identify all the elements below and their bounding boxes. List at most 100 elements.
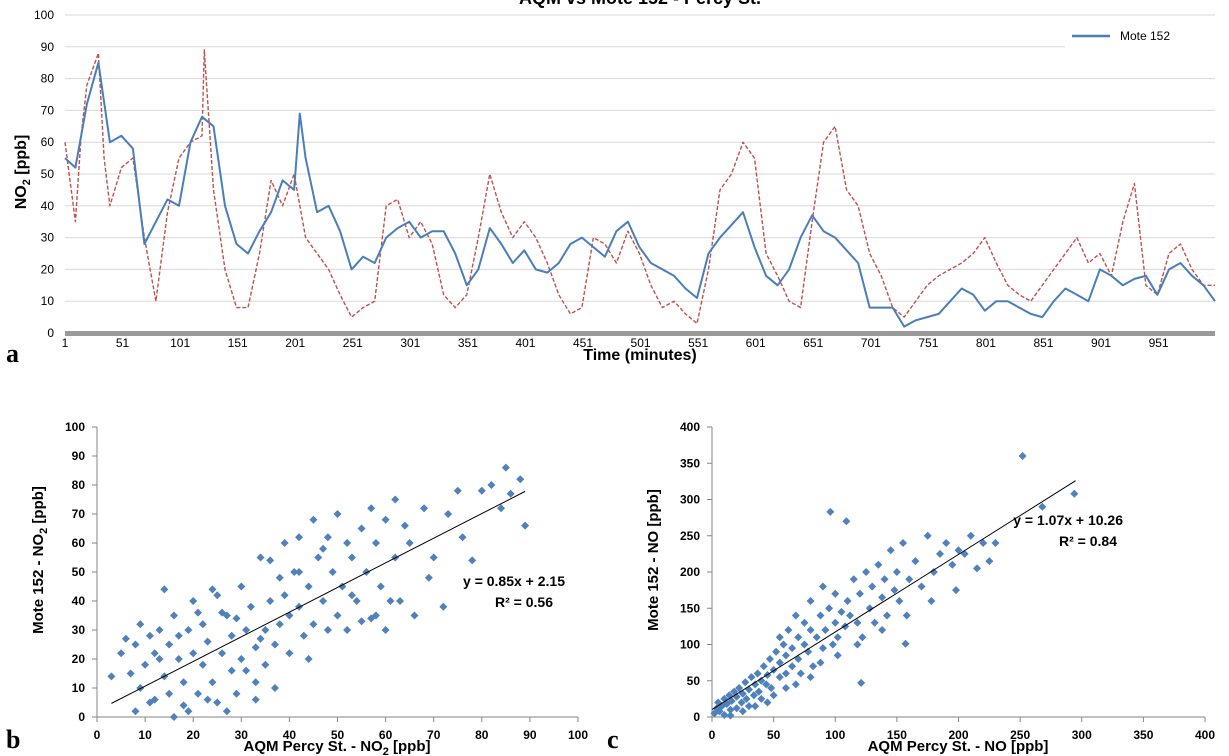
scatter-point [890,586,899,595]
chart-a-y-axis-title: NO2 [ppb] [13,135,33,210]
scatter-point [826,507,835,516]
scatter-point [751,680,760,689]
scatter-point [444,510,453,518]
y-tick-label: 90 [41,40,55,54]
scatter-point [232,689,241,698]
scatter-point [453,486,462,495]
scatter-point [720,710,729,719]
scatter-point [184,626,193,634]
scatter-point [189,649,198,658]
chart-b-equation: y = 0.85x + 2.15 [463,573,565,589]
scatter-point [929,568,938,576]
scatter-point [837,607,846,616]
y-tick-label: 70 [72,507,86,521]
scatter-point [853,618,862,627]
scatter-point [261,660,270,669]
scatter-point [874,560,883,569]
chart-c-trendline [711,480,1076,710]
scatter-point [323,626,332,634]
scatter-point [781,669,790,678]
y-tick-label: 40 [72,594,86,608]
scatter-point [396,597,405,605]
scatter-point [184,707,193,716]
y-tick-label: 100 [34,8,54,22]
x-tick-label: 60 [379,728,393,742]
y-tick-label: 30 [41,231,55,245]
y-tick-label: 100 [680,638,700,652]
scatter-point [203,695,212,704]
scatter-point [391,495,400,504]
scatter-point [732,692,741,701]
scatter-point [270,684,279,692]
x-tick-label: 200 [948,728,968,742]
x-tick-label: 90 [523,728,537,742]
scatter-point [901,639,910,648]
scatter-point [788,644,797,653]
x-tick-label: 451 [573,336,593,350]
scatter-point [791,611,800,620]
x-tick-label: 250 [1010,728,1030,742]
x-tick-label: 251 [343,336,363,350]
scatter-point [371,539,380,547]
x-tick-label: 350 [1133,728,1153,742]
x-tick-label: 80 [475,728,489,742]
scatter-point [295,568,304,576]
scatter-point [763,698,772,707]
scatter-point [400,521,409,530]
x-tick-label: 70 [427,728,441,742]
scatter-point [251,678,260,687]
scatter-point [747,673,756,682]
scatter-point [165,689,174,698]
y-tick-label: 400 [680,420,700,434]
scatter-point [858,633,867,642]
scatter-point [251,695,260,704]
scatter-point [791,680,800,689]
scatter-point [155,626,164,634]
scatter-point [232,614,241,623]
scatter-point [126,669,135,678]
scatter-point [821,626,830,634]
chart-c-r-squared: R² = 0.84 [1059,533,1117,549]
scatter-point [376,582,385,591]
chart-b-r-squared: R² = 0.56 [495,594,553,610]
x-tick-label: 901 [1091,336,1111,350]
scatter-point [911,557,920,566]
scatter-point [862,568,871,576]
scatter-point [136,684,145,692]
scatter-point [779,640,788,649]
x-tick-label: 951 [1149,336,1169,350]
scatter-point [812,633,821,642]
scatter-point [796,669,805,678]
x-tick-label: 20 [187,728,201,742]
scatter-point [726,705,735,714]
x-tick-label: 10 [138,728,152,742]
scatter-point [328,568,337,576]
y-tick-label: 60 [72,536,86,550]
x-tick-label: 201 [285,336,305,350]
chart-b-x-axis-title: AQM Percy St. - NO2 [ppb] [244,738,431,756]
scatter-point [966,531,975,540]
scatter-point [280,591,289,600]
scatter-point [762,680,771,689]
scatter-point [242,626,251,634]
scatter-point [765,655,774,663]
scatter-point [381,626,390,634]
scatter-point [117,649,126,658]
scatter-point [800,640,809,649]
chart-b-points [107,463,530,721]
scatter-point [744,702,753,711]
scatter-point [726,711,735,720]
chart-c-axes [707,426,1206,722]
y-tick-label: 50 [72,565,86,579]
x-tick-label: 501 [631,336,651,350]
y-tick-label: 0 [47,326,54,340]
scatter-point [927,597,936,605]
scatter-point [304,582,313,591]
scatter-point [179,701,188,710]
scatter-point [781,684,790,692]
x-tick-label: 100 [825,728,845,742]
series-line-aqm [64,49,1215,325]
scatter-point [806,673,815,682]
scatter-point [169,713,178,721]
